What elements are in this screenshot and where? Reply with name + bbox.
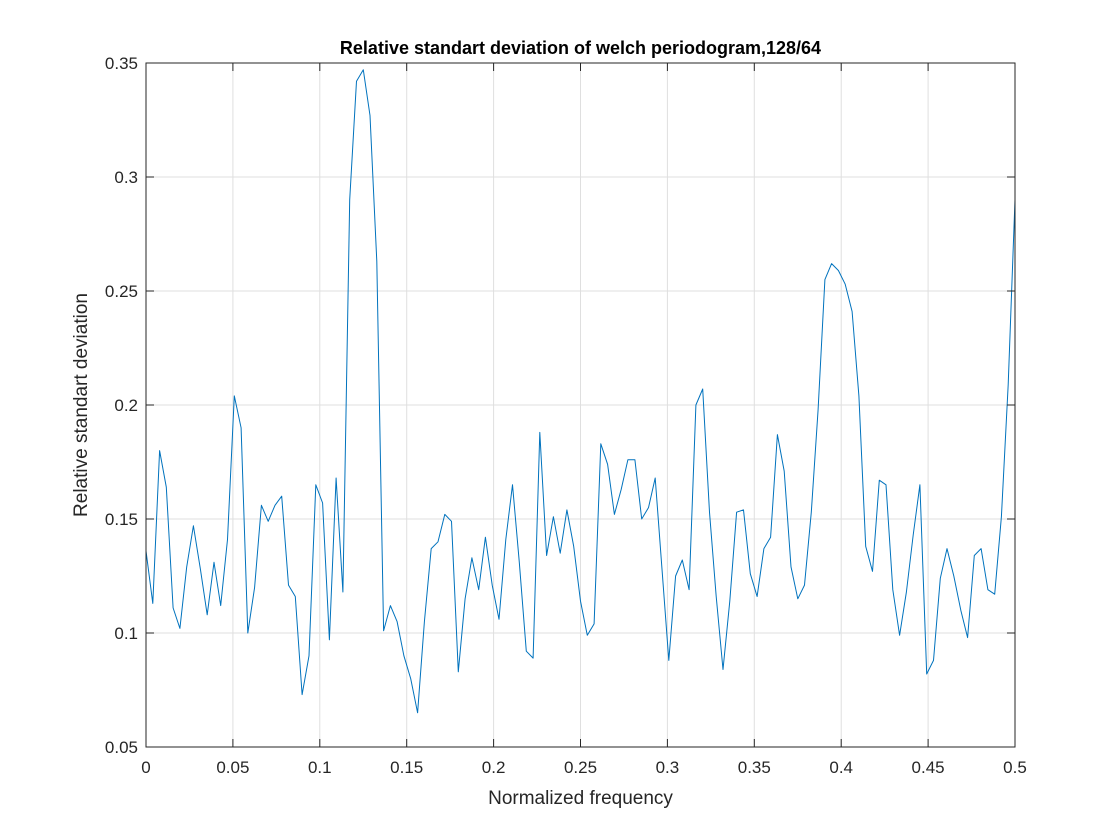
x-tick-labels: 0 0.05 0.1 0.15 0.2 0.25 0.3 0.35 0.4 0.45 0.5: [141, 758, 1027, 777]
y-tick-label: 0.05: [105, 738, 138, 757]
y-tick-labels: 0.05 0.1 0.15 0.2 0.25 0.3 0.35: [105, 54, 138, 757]
x-tick-label: 0.5: [1003, 758, 1027, 777]
y-tick-label: 0.35: [105, 54, 138, 73]
y-tick-label: 0.15: [105, 510, 138, 529]
x-tick-label: 0.25: [564, 758, 597, 777]
tick-marks: [145, 62, 1016, 748]
y-tick-label: 0.3: [114, 168, 138, 187]
x-tick-label: 0.4: [829, 758, 853, 777]
y-tick-label: 0.25: [105, 282, 138, 301]
x-tick-label: 0.3: [656, 758, 680, 777]
x-tick-label: 0: [141, 758, 150, 777]
x-tick-label: 0.1: [308, 758, 332, 777]
x-tick-label: 0.2: [482, 758, 506, 777]
y-tick-label: 0.1: [114, 624, 138, 643]
series-group: [145, 69, 1016, 714]
x-tick-label: 0.35: [738, 758, 771, 777]
x-tick-label: 0.45: [912, 758, 945, 777]
x-tick-label: 0.15: [390, 758, 423, 777]
y-axis-label: Relative standart deviation: [71, 293, 92, 517]
x-axis-label: Normalized frequency: [488, 788, 673, 809]
series-line: [145, 69, 1016, 714]
plot-area: 0 0.05 0.1 0.15 0.2 0.25 0.3 0.35 0.4 0.45 0.5 0.0…: [105, 54, 1027, 777]
x-tick-label: 0.05: [216, 758, 249, 777]
y-tick-label: 0.2: [114, 396, 138, 415]
chart-title: Relative standart deviation of welch per…: [340, 38, 821, 58]
